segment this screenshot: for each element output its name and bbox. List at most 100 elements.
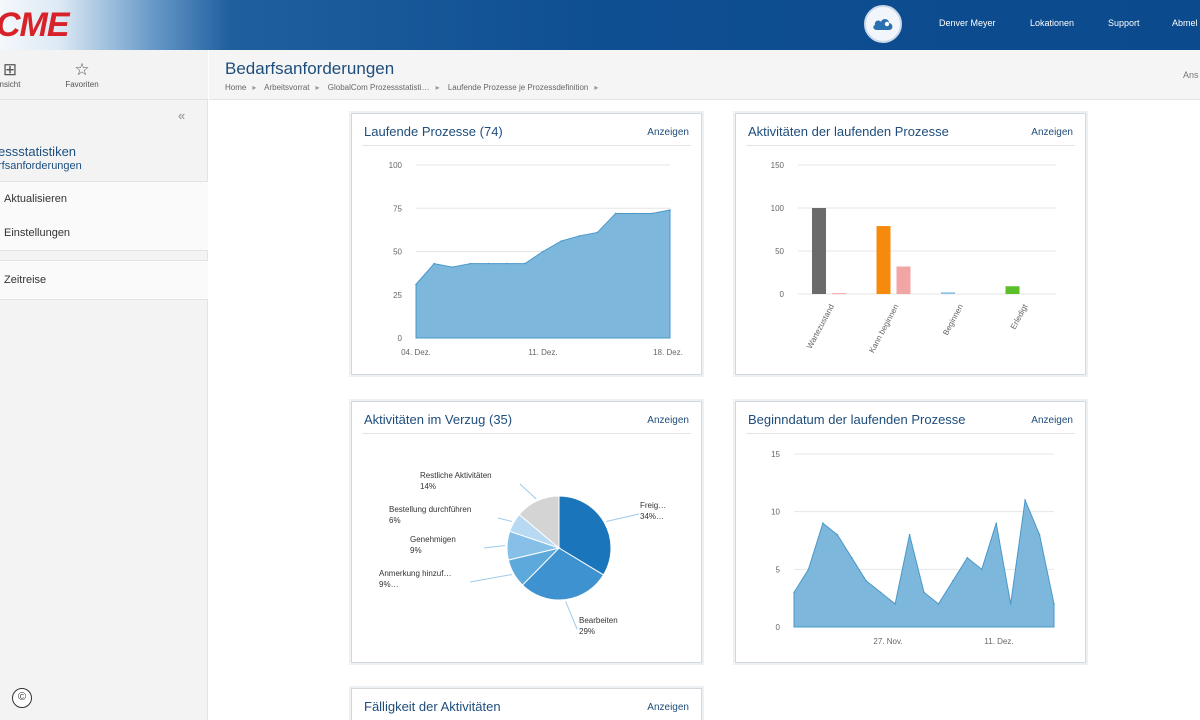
data-point bbox=[1038, 533, 1041, 536]
favorites-tool-label: Favoriten bbox=[65, 80, 99, 89]
widget-title: Aktivitäten im Verzug (35) bbox=[364, 412, 513, 427]
widget-title: Fälligkeit der Aktivitäten bbox=[364, 699, 501, 714]
pie-connector bbox=[605, 513, 640, 522]
sidebar-item-refresh[interactable]: Aktualisieren bbox=[4, 193, 67, 205]
data-point bbox=[966, 557, 969, 559]
data-point bbox=[669, 209, 671, 211]
y-tick-label: 0 bbox=[398, 334, 403, 343]
pie-percent: 29% bbox=[579, 627, 595, 636]
view-tool[interactable]: ⊞ nsicht bbox=[0, 60, 28, 89]
data-point bbox=[865, 580, 868, 582]
sidebar-title: essstatistiken bbox=[0, 144, 77, 159]
header-right-text[interactable]: Ans bbox=[1183, 70, 1199, 80]
sidebar-toolbar: ⊞ nsicht ☆ Favoriten bbox=[0, 50, 208, 100]
data-point bbox=[937, 603, 940, 605]
data-point bbox=[807, 568, 810, 571]
breadcrumb-worklist[interactable]: Arbeitsvorrat bbox=[264, 83, 310, 92]
data-point bbox=[505, 262, 508, 265]
breadcrumb-running-processes[interactable]: Laufende Prozesse je Prozessdefinition bbox=[447, 83, 589, 92]
show-link[interactable]: Anzeigen bbox=[647, 702, 689, 713]
y-tick-label: 50 bbox=[393, 248, 402, 257]
page-header: Bedarfsanforderungen Home ▸ Arbeitsvorrat… bbox=[209, 50, 1200, 100]
pie-slice bbox=[558, 495, 612, 576]
data-point bbox=[793, 591, 795, 594]
data-point bbox=[980, 568, 983, 571]
data-point bbox=[952, 580, 954, 582]
sidebar-item-settings[interactable]: Einstellungen bbox=[4, 227, 71, 239]
breadcrumb-home[interactable]: Home bbox=[225, 83, 247, 92]
breadcrumb: Home ▸ Arbeitsvorrat ▸ GlobalCom Prozessst… bbox=[225, 83, 604, 92]
sidebar-subtitle: rfsanforderungen bbox=[0, 160, 82, 172]
divider bbox=[362, 433, 691, 434]
logout-link[interactable]: Abmel bbox=[1172, 18, 1198, 28]
data-point bbox=[850, 557, 853, 559]
widget-title: Laufende Prozesse (74) bbox=[364, 124, 503, 139]
pie-connector bbox=[483, 544, 506, 549]
pie-percent: 14% bbox=[420, 482, 436, 491]
data-point bbox=[451, 266, 454, 268]
breadcrumb-statistics[interactable]: GlobalCom Prozessstatisti… bbox=[327, 83, 430, 92]
data-point bbox=[923, 591, 925, 594]
bar bbox=[812, 208, 826, 294]
x-tick-label: Erledigt bbox=[1009, 302, 1030, 331]
pie-label: Bestellung durchführen bbox=[389, 505, 471, 514]
show-link[interactable]: Anzeigen bbox=[647, 127, 689, 138]
brand-logo[interactable]: CME bbox=[0, 6, 70, 44]
favorites-tool[interactable]: ☆ Favoriten bbox=[58, 60, 106, 89]
data-point bbox=[651, 212, 653, 215]
data-point bbox=[524, 262, 526, 265]
data-point bbox=[596, 231, 599, 234]
data-point bbox=[578, 235, 581, 237]
page-title: Bedarfsanforderungen bbox=[225, 59, 395, 78]
sidebar-menu-timetravel: Zeitreise bbox=[0, 260, 208, 300]
pie-label: Bearbeiten bbox=[579, 616, 618, 625]
sidebar-item-timetravel[interactable]: Zeitreise bbox=[4, 274, 47, 286]
y-tick-label: 50 bbox=[775, 247, 784, 256]
divider bbox=[362, 145, 691, 146]
sidebar: ⊞ nsicht ☆ Favoriten « essstatistiken rf… bbox=[0, 50, 208, 720]
data-point bbox=[822, 522, 824, 524]
top-bar: CME Denver Meyer Lokationen Support Abme… bbox=[0, 0, 1200, 50]
data-point bbox=[614, 212, 617, 215]
pie-label: Freig… bbox=[640, 501, 666, 510]
cloud-icon bbox=[873, 19, 893, 30]
activities-chart: 0 50 100 150 Wartezustand Kann beginnen Beginn… bbox=[771, 161, 1056, 354]
y-tick-label: 75 bbox=[393, 204, 402, 213]
area-series bbox=[415, 209, 671, 339]
collapse-sidebar-icon[interactable]: « bbox=[178, 108, 186, 123]
running-processes-chart: 0 25 50 75 100 04. Dez. 11. Dez. 18. Dez. bbox=[389, 161, 683, 357]
bar bbox=[876, 226, 891, 294]
widget-running-processes: Laufende Prozesse (74) Anzeigen 0 25 50 75 1… bbox=[351, 113, 702, 375]
show-link[interactable]: Anzeigen bbox=[647, 415, 689, 426]
widget-overdue-activities: Aktivitäten im Verzug (35) Anzeigen Frei… bbox=[351, 401, 702, 663]
support-link[interactable]: Support bbox=[1108, 18, 1140, 28]
data-point bbox=[995, 522, 998, 524]
breadcrumb-separator: ▸ bbox=[435, 83, 440, 92]
view-tool-label: nsicht bbox=[0, 80, 21, 89]
divider bbox=[746, 145, 1075, 146]
show-link[interactable]: Anzeigen bbox=[1031, 127, 1073, 138]
y-tick-label: 25 bbox=[393, 291, 402, 300]
x-tick-label: 04. Dez. bbox=[401, 348, 431, 357]
x-tick-label: 11. Dez. bbox=[528, 348, 557, 357]
locations-link[interactable]: Lokationen bbox=[1030, 18, 1075, 28]
x-tick-label: Beginnen bbox=[941, 303, 965, 337]
pie-label: Anmerkung hinzuf… bbox=[379, 569, 451, 578]
data-point bbox=[1009, 603, 1012, 605]
x-tick-label: Wartezustand bbox=[805, 303, 836, 351]
y-tick-label: 5 bbox=[776, 565, 781, 574]
cloud-button[interactable] bbox=[864, 5, 902, 43]
pie-percent: 9% bbox=[410, 546, 422, 555]
data-point bbox=[632, 212, 635, 215]
start-date-chart: 0 5 10 15 27. Nov. 11. Dez. bbox=[771, 450, 1055, 646]
x-tick-label: 27. Nov. bbox=[873, 637, 902, 646]
show-link[interactable]: Anzeigen bbox=[1031, 415, 1073, 426]
divider bbox=[746, 433, 1075, 434]
user-name-link[interactable]: Denver Meyer bbox=[939, 18, 996, 28]
bar bbox=[832, 293, 846, 295]
widget-due-dates: Fälligkeit der Aktivitäten Anzeigen bbox=[351, 688, 702, 720]
data-point bbox=[542, 250, 544, 253]
widget-title: Beginndatum der laufenden Prozesse bbox=[748, 412, 966, 427]
copyright-icon: © bbox=[12, 688, 32, 708]
data-point bbox=[433, 262, 435, 265]
